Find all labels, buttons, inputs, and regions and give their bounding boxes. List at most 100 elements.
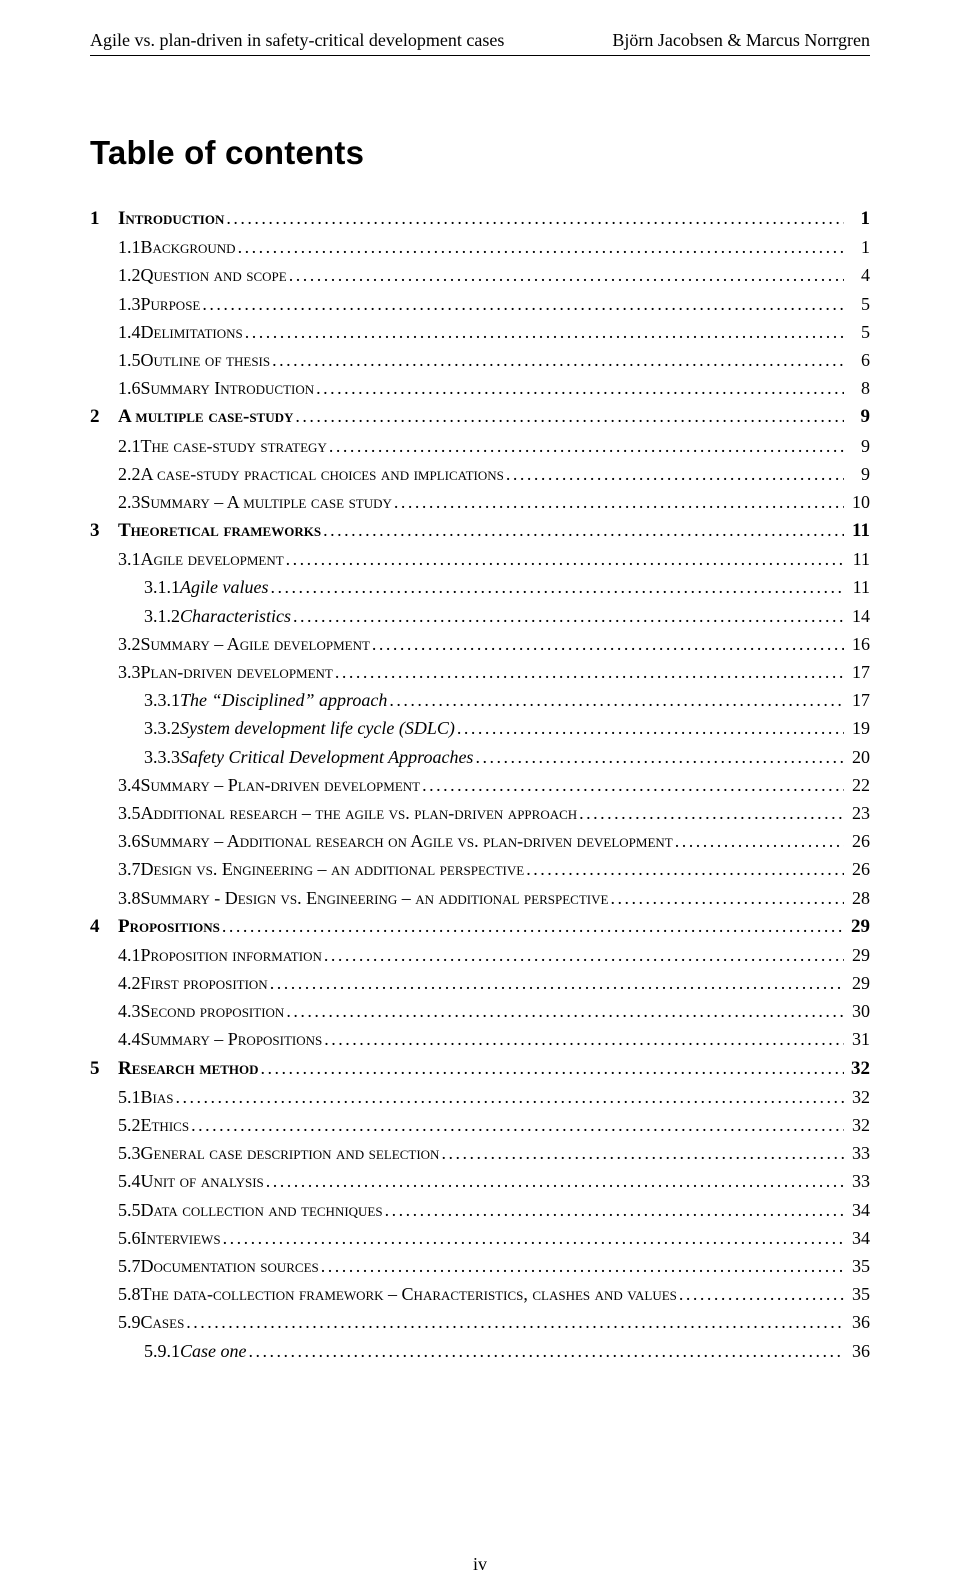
toc-entry-label: Documentation sources [141,1256,319,1277]
toc-entry-page: 5 [846,322,870,343]
toc-entry-number: 3.2 [118,634,141,655]
toc-entry-number: 5.1 [118,1087,141,1108]
toc-entry-label: Summary – Agile development [141,634,370,655]
toc-entry-number: 5.9 [118,1312,141,1333]
toc-entry-page: 1 [846,208,870,230]
toc-entry-number: 3.1 [118,549,141,570]
toc-entry-number: 3.3.1 [144,690,180,711]
toc-entry-number: 1.3 [118,294,141,315]
toc-entry: 5.6 Interviews34 [90,1228,870,1249]
toc-leader [175,1087,844,1108]
toc-entry: 1.3 Purpose 5 [90,294,870,315]
toc-entry-page: 35 [846,1256,870,1277]
toc-entry-number: 2.3 [118,492,141,513]
toc-entry: 2.3 Summary – A multiple case study10 [90,492,870,513]
toc-entry-number: 5.8 [118,1284,141,1305]
toc-title: Table of contents [90,134,870,172]
toc-entry: 3.1 Agile development 11 [90,549,870,570]
toc-entry-page: 14 [846,606,870,627]
toc-entry-number: 4 [90,916,118,938]
toc-leader [389,690,844,711]
toc-entry: 3.3.3 Safety Critical Development Approa… [90,747,870,768]
toc-entry-label: Additional research – the agile vs. plan… [141,803,578,824]
toc-entry-number: 3 [90,520,118,542]
toc-entry-label: Purpose [141,294,201,315]
toc-leader [329,436,844,457]
toc-entry-page: 11 [846,577,870,598]
toc-entry-number: 3.7 [118,859,141,880]
toc-leader [238,237,844,258]
toc-entry-page: 35 [846,1284,870,1305]
toc: 1Introduction11.1 Background11.2 Questio… [90,208,870,1362]
toc-entry-page: 28 [846,888,870,909]
toc-entry-page: 17 [846,662,870,683]
toc-entry-page: 20 [846,747,870,768]
toc-entry: 4Propositions29 [90,916,870,938]
toc-entry-label: Propositions [118,916,220,938]
toc-entry-page: 11 [846,520,870,542]
toc-entry-page: 11 [846,549,870,570]
toc-entry-label: Background [141,237,236,258]
toc-entry: 3.3 Plan-driven development17 [90,662,870,683]
toc-entry-label: Interviews [141,1228,221,1249]
toc-leader [321,1256,844,1277]
toc-entry: 4.3 Second proposition30 [90,1001,870,1022]
toc-entry-page: 5 [846,294,870,315]
toc-entry-label: Agile development [141,549,284,570]
toc-entry-page: 6 [846,350,870,371]
header-right: Björn Jacobsen & Marcus Norrgren [612,30,870,51]
toc-entry-label: General case description and selection [141,1143,440,1164]
toc-entry: 1.4 Delimitations5 [90,322,870,343]
running-header: Agile vs. plan-driven in safety-critical… [90,30,870,53]
toc-entry-number: 5 [90,1058,118,1080]
toc-entry-number: 4.3 [118,1001,141,1022]
toc-entry-number: 1.6 [118,378,141,399]
toc-leader [293,606,844,627]
toc-entry-label: First proposition [141,973,268,994]
toc-entry-page: 9 [846,406,870,428]
toc-leader [245,322,844,343]
page-number-footer: iv [0,1554,960,1575]
toc-entry: 5.3 General case description and selecti… [90,1143,870,1164]
toc-entry-page: 36 [846,1312,870,1333]
toc-entry-page: 9 [846,464,870,485]
toc-entry-number: 3.3.2 [144,718,180,739]
toc-entry: 5Research method32 [90,1058,870,1080]
toc-entry: 3.8 Summary - Design vs. Engineering – a… [90,888,870,909]
toc-entry-page: 36 [846,1341,870,1362]
toc-entry-page: 29 [846,973,870,994]
toc-entry-label: Outline of thesis [141,350,271,371]
toc-entry-number: 3.1.1 [144,577,180,598]
toc-leader [335,662,844,683]
toc-entry-label: Plan-driven development [141,662,333,683]
toc-entry: 1.1 Background1 [90,237,870,258]
toc-leader [295,406,844,427]
toc-entry-label: Summary – Propositions [141,1029,323,1050]
toc-entry-label: Unit of analysis [141,1171,264,1192]
toc-entry-label: Proposition information [141,945,322,966]
toc-entry-number: 2.1 [118,436,141,457]
toc-leader [506,464,844,485]
toc-entry: 1.6 Summary Introduction8 [90,378,870,399]
toc-leader [526,859,844,880]
toc-entry: 3.3.2 System development life cycle (SDL… [90,718,870,739]
toc-entry-label: Safety Critical Development Approaches [180,747,473,768]
toc-entry-label: Design vs. Engineering – an additional p… [141,859,525,880]
toc-leader [249,1341,845,1362]
toc-entry-page: 34 [846,1228,870,1249]
toc-entry-page: 32 [846,1115,870,1136]
toc-leader [270,577,844,598]
toc-entry-number: 5.5 [118,1200,141,1221]
toc-entry-label: A multiple case-study [118,406,293,428]
toc-leader [394,492,844,513]
toc-entry-number: 5.9.1 [144,1341,180,1362]
toc-entry-page: 30 [846,1001,870,1022]
toc-entry: 5.9 Cases36 [90,1312,870,1333]
toc-entry-label: Characteristics [180,606,291,627]
toc-entry: 2A multiple case-study 9 [90,406,870,428]
toc-entry-number: 2 [90,406,118,428]
toc-entry-page: 9 [846,436,870,457]
toc-leader [579,803,844,824]
toc-leader [323,520,844,541]
toc-entry: 2.2 A case-study practical choices and i… [90,464,870,485]
